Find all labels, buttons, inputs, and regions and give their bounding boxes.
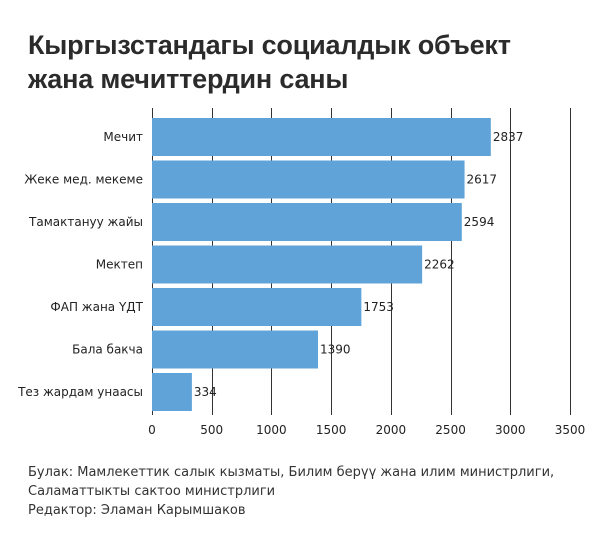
category-label: Бала бакча (72, 343, 143, 357)
source-line-1: Булак: Мамлекеттик салык кызматы, Билим … (28, 465, 555, 480)
bar (152, 118, 491, 156)
bar-value-label: 2594 (464, 215, 495, 229)
category-label: Мечит (103, 130, 143, 144)
bar (152, 330, 319, 369)
chart-footer: Булак: Мамлекеттик салык кызматы, Билим … (28, 463, 588, 520)
category-label: Мектеп (96, 258, 143, 272)
chart-title-line-1: Кыргызстандагы социалдык объект (28, 30, 511, 60)
bar-value-label: 334 (194, 385, 217, 399)
bar (152, 373, 192, 411)
x-tick-label: 500 (200, 423, 223, 437)
x-tick-label: 2500 (435, 423, 466, 437)
source-line-2: Саламаттыкты сактоо министрлиги (28, 484, 276, 499)
bar-value-label: 1753 (363, 300, 394, 314)
category-label: Тамактануу жайы (28, 215, 143, 229)
bar (152, 203, 462, 241)
bar-value-label: 2617 (467, 173, 498, 187)
bar-value-label: 1390 (320, 343, 351, 357)
category-label: Тез жардам унаасы (17, 385, 143, 399)
x-tick-label: 3500 (555, 423, 586, 437)
x-tick-label: 1500 (316, 423, 347, 437)
bar-value-label: 2837 (493, 130, 524, 144)
editor-line: Редактор: Эламан Карымшаков (28, 503, 246, 518)
x-tick-label: 0 (148, 423, 156, 437)
chart-title: Кыргызстандагы социалдык объект жана меч… (28, 28, 588, 96)
x-tick-label: 2000 (376, 423, 407, 437)
x-tick-label: 1000 (256, 423, 287, 437)
category-label: ФАП жана ҮДТ (50, 300, 143, 314)
category-label: Жеке мед. мекеме (24, 173, 143, 187)
bar (152, 160, 465, 199)
bar (152, 245, 423, 284)
x-tick-label: 3000 (495, 423, 526, 437)
bar (152, 288, 362, 326)
bar-value-label: 2262 (424, 258, 455, 272)
chart-title-line-2: жана мечиттердин саны (28, 64, 349, 94)
